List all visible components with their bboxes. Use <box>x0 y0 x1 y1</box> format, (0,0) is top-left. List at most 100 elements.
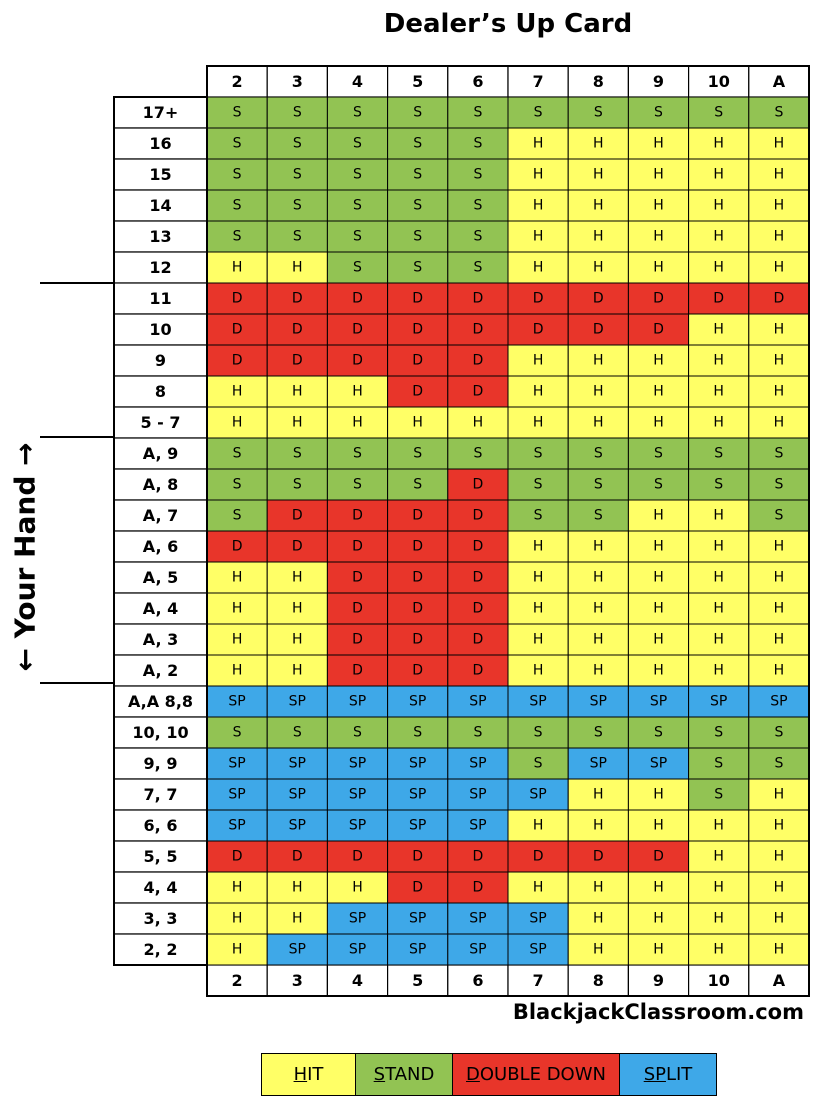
strategy-cell-action: SP <box>529 911 546 927</box>
strategy-cell <box>447 468 509 501</box>
strategy-cell <box>507 778 569 811</box>
column-footer-label: 4 <box>352 971 363 990</box>
strategy-cell <box>206 282 268 315</box>
strategy-cell-action: SP <box>289 787 306 803</box>
strategy-cell-action: D <box>473 849 484 865</box>
strategy-cell-action: H <box>593 229 604 245</box>
strategy-cell <box>326 127 389 160</box>
strategy-cell <box>567 220 629 253</box>
strategy-cell-action: D <box>774 291 785 307</box>
row-label-cell <box>113 809 208 842</box>
strategy-cell-action: S <box>714 756 723 772</box>
strategy-cell-action: S <box>473 136 482 152</box>
strategy-cell <box>567 561 629 594</box>
strategy-cell-action: H <box>593 663 604 679</box>
strategy-cell-action: S <box>293 725 302 741</box>
strategy-cell <box>748 716 810 749</box>
strategy-cell <box>627 716 690 749</box>
column-header-label: 2 <box>232 72 243 91</box>
strategy-cell-action: S <box>413 477 422 493</box>
strategy-cell <box>748 220 810 253</box>
row-label-cell <box>113 778 208 811</box>
strategy-cell-action: SP <box>529 787 546 803</box>
row-label: 7, 7 <box>144 785 178 804</box>
strategy-cell <box>326 375 389 408</box>
strategy-cell <box>748 158 810 191</box>
strategy-cell-action: SP <box>349 818 366 834</box>
strategy-cell-action: S <box>353 136 362 152</box>
strategy-cell <box>387 623 449 656</box>
strategy-cell-action: H <box>774 136 785 152</box>
strategy-cell-action: D <box>473 384 484 400</box>
strategy-cell <box>688 251 750 284</box>
column-header-label: 9 <box>653 72 664 91</box>
strategy-cell <box>387 561 449 594</box>
strategy-cell <box>507 809 569 842</box>
strategy-cell <box>387 313 449 346</box>
row-label: A, 8 <box>143 475 178 494</box>
strategy-cell <box>567 251 629 284</box>
strategy-cell-action: SP <box>529 694 546 710</box>
strategy-cell-action: SP <box>349 756 366 772</box>
row-label: 13 <box>149 227 171 246</box>
strategy-cell-action: S <box>774 508 783 524</box>
strategy-cell-action: D <box>653 849 664 865</box>
strategy-cell <box>326 499 389 532</box>
strategy-cell-action: D <box>352 291 363 307</box>
strategy-cell <box>447 158 509 191</box>
strategy-cell <box>326 96 389 129</box>
strategy-cell <box>447 840 509 873</box>
strategy-cell-action: SP <box>409 911 426 927</box>
strategy-cell <box>507 747 569 780</box>
strategy-cell-action: S <box>774 105 783 121</box>
strategy-cell <box>507 499 569 532</box>
strategy-cell-action: D <box>473 880 484 896</box>
column-footer-cell <box>507 964 569 997</box>
strategy-cell <box>507 933 569 966</box>
strategy-cell-action: D <box>412 601 423 617</box>
column-header-label: 8 <box>593 72 604 91</box>
strategy-cell <box>748 778 810 811</box>
strategy-cell <box>387 685 449 718</box>
strategy-cell <box>447 375 509 408</box>
strategy-cell <box>206 933 268 966</box>
strategy-cell <box>387 437 449 470</box>
strategy-cell <box>447 871 509 904</box>
strategy-cell-action: D <box>412 539 423 555</box>
row-label: 5, 5 <box>144 847 178 866</box>
strategy-cell-action: D <box>412 663 423 679</box>
strategy-cell-action: H <box>653 787 664 803</box>
strategy-cell-action: H <box>232 942 243 958</box>
strategy-cell <box>748 747 810 780</box>
strategy-cell-action: S <box>413 105 422 121</box>
strategy-cell-action: S <box>594 508 603 524</box>
strategy-cell-action: H <box>713 818 724 834</box>
strategy-cell <box>748 871 810 904</box>
strategy-cell <box>266 840 328 873</box>
row-label: A, 5 <box>143 568 178 587</box>
strategy-cell <box>206 809 268 842</box>
strategy-cell-action: H <box>352 880 363 896</box>
strategy-cell <box>266 127 328 160</box>
strategy-cell-action: S <box>473 167 482 183</box>
strategy-cell-action: D <box>533 849 544 865</box>
strategy-cell-action: H <box>653 663 664 679</box>
strategy-cell-action: H <box>533 415 544 431</box>
strategy-cell-action: SP <box>469 787 486 803</box>
strategy-cell <box>627 127 690 160</box>
strategy-cell-action: H <box>533 167 544 183</box>
strategy-cell-action: S <box>534 508 543 524</box>
strategy-cell-action: S <box>293 167 302 183</box>
strategy-cell-action: SP <box>228 818 245 834</box>
strategy-cell <box>688 623 750 656</box>
strategy-cell <box>326 220 389 253</box>
strategy-cell-action: SP <box>590 694 607 710</box>
column-footer-label: 10 <box>708 971 730 990</box>
strategy-cell <box>447 499 509 532</box>
strategy-cell <box>387 871 449 904</box>
strategy-cell <box>266 158 328 191</box>
strategy-cell-action: S <box>594 446 603 462</box>
strategy-cell-action: H <box>713 942 724 958</box>
strategy-cell <box>567 344 629 377</box>
strategy-cell-action: H <box>713 880 724 896</box>
